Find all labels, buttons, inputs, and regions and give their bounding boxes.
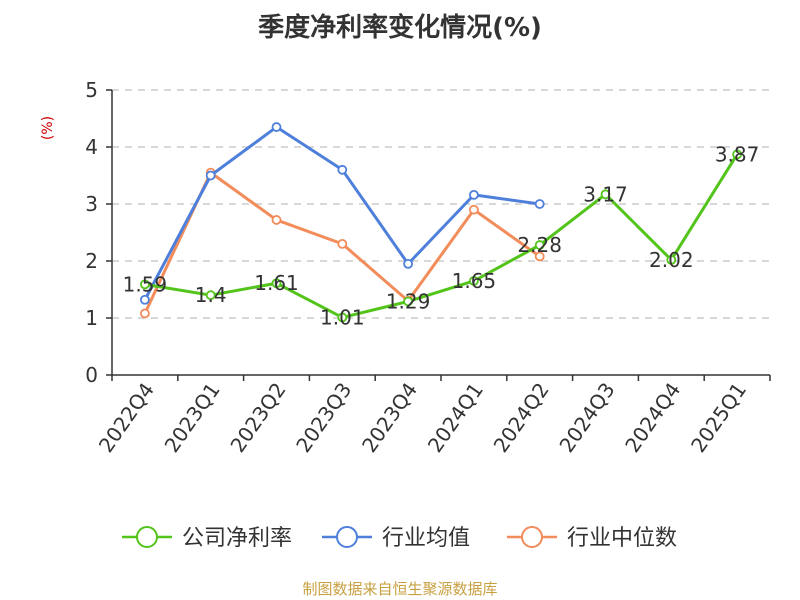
y-axis-unit: (%) [40, 116, 56, 140]
data-point [337, 164, 348, 175]
chart-title: 季度净利率变化情况(%) [258, 12, 542, 43]
x-tick-label: 2024Q2 [489, 378, 554, 457]
data-point [271, 215, 282, 225]
data-point [337, 312, 348, 323]
legend: 公司净利率 行业均值 行业中位数 [122, 526, 677, 551]
data-label: 1.61 [254, 271, 299, 295]
x-tick-label: 2023Q2 [225, 378, 290, 457]
x-tick-label: 2024Q1 [423, 378, 488, 457]
axes [106, 89, 771, 381]
y-tick-label: 0 [85, 363, 98, 387]
data-label: 2.28 [517, 233, 562, 257]
data-point [534, 251, 545, 262]
y-tick-labels: 0 1 2 3 4 5 [85, 78, 98, 387]
legend-marker [136, 526, 158, 548]
data-point [468, 189, 479, 200]
data-point [271, 122, 282, 132]
series-line [144, 153, 739, 319]
data-point [534, 240, 545, 250]
data-point [666, 254, 677, 265]
data-label: 1.01 [320, 305, 365, 329]
data-point [271, 278, 282, 289]
y-tick-label: 4 [85, 135, 98, 159]
legend-label: 行业均值 [382, 526, 470, 551]
legend-marker [521, 526, 543, 548]
x-tick-label: 2023Q4 [357, 378, 422, 457]
data-label: 1.59 [123, 272, 168, 296]
data-point [139, 294, 150, 305]
data-point [139, 279, 150, 290]
data-point [468, 204, 479, 215]
data-point [403, 258, 414, 269]
source-note: 制图数据来自恒生聚源数据库 [302, 580, 497, 598]
y-tick-label: 3 [85, 192, 98, 216]
x-tick-label: 2024Q4 [620, 378, 685, 457]
series-group [139, 122, 742, 323]
x-tick-labels: 2022Q4 2023Q1 2023Q2 2023Q3 2023Q4 2024Q1 2024… [94, 378, 751, 457]
data-label: 3.87 [715, 142, 760, 166]
y-tick-label: 5 [85, 78, 98, 102]
data-label: 1.65 [452, 269, 497, 293]
data-label: 2.02 [649, 248, 694, 272]
x-tick-label: 2023Q1 [160, 378, 225, 457]
data-point [468, 276, 479, 286]
legend-marker [336, 526, 358, 548]
data-labels: 1.59 1.4 1.61 1.01 1.29 1.65 2.28 3.17 2.02 3.87 [123, 142, 760, 329]
x-tick-label: 2024Q3 [554, 378, 619, 457]
data-label: 3.17 [583, 182, 628, 206]
data-label: 1.4 [195, 283, 227, 307]
x-tick-label: 2025Q1 [686, 378, 751, 457]
data-point [732, 149, 742, 160]
x-tick-label: 2022Q4 [94, 378, 159, 457]
data-point [337, 238, 348, 249]
data-point [139, 308, 150, 319]
grid-lines [112, 89, 770, 319]
data-point [205, 170, 216, 181]
data-label: 1.29 [386, 289, 431, 313]
x-tick-label: 2023Q3 [291, 378, 356, 457]
data-point [205, 290, 216, 301]
data-point [534, 199, 545, 209]
y-tick-label: 2 [85, 249, 98, 273]
data-point [600, 189, 611, 200]
y-tick-label: 1 [85, 306, 98, 330]
data-point [403, 296, 414, 307]
legend-label: 公司净利率 [182, 526, 292, 551]
legend-label: 行业中位数 [567, 526, 677, 551]
